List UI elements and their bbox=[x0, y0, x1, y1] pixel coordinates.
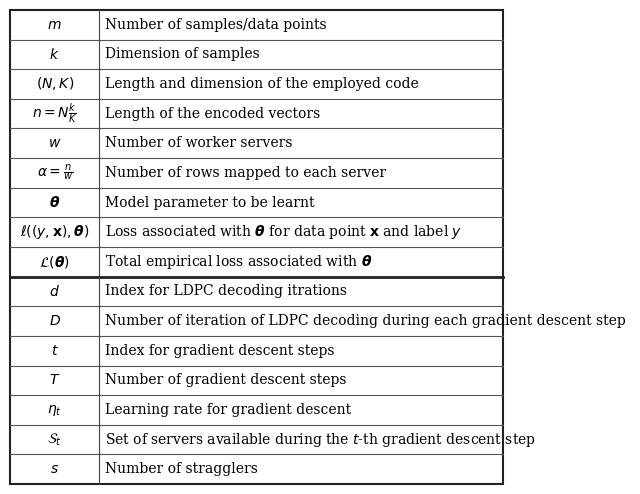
Text: Loss associated with $\boldsymbol{\theta}$ for data point $\mathbf{x}$ and label: Loss associated with $\boldsymbol{\theta… bbox=[105, 223, 463, 241]
Text: Index for gradient descent steps: Index for gradient descent steps bbox=[105, 344, 335, 358]
Text: $\alpha = \frac{n}{w}$: $\alpha = \frac{n}{w}$ bbox=[36, 163, 73, 183]
Text: Dimension of samples: Dimension of samples bbox=[105, 47, 260, 61]
Text: $T$: $T$ bbox=[49, 373, 60, 387]
Text: Total empirical loss associated with $\boldsymbol{\theta}$: Total empirical loss associated with $\b… bbox=[105, 253, 372, 271]
Text: Model parameter to be learnt: Model parameter to be learnt bbox=[105, 196, 315, 209]
Text: $k$: $k$ bbox=[49, 47, 60, 62]
Text: $d$: $d$ bbox=[49, 284, 60, 299]
Text: $\boldsymbol{\theta}$: $\boldsymbol{\theta}$ bbox=[49, 195, 60, 210]
Text: Index for LDPC decoding itrations: Index for LDPC decoding itrations bbox=[105, 285, 347, 298]
Text: $w$: $w$ bbox=[48, 136, 61, 150]
Text: $\eta_t$: $\eta_t$ bbox=[47, 403, 62, 417]
Text: Number of iteration of LDPC decoding during each gradient descent step: Number of iteration of LDPC decoding dur… bbox=[105, 314, 626, 328]
Text: Learning rate for gradient descent: Learning rate for gradient descent bbox=[105, 403, 351, 417]
Text: Number of rows mapped to each server: Number of rows mapped to each server bbox=[105, 166, 387, 180]
Text: $\mathcal{L}(\boldsymbol{\theta})$: $\mathcal{L}(\boldsymbol{\theta})$ bbox=[39, 254, 70, 270]
Text: $m$: $m$ bbox=[47, 18, 62, 32]
Text: Number of worker servers: Number of worker servers bbox=[105, 136, 292, 150]
Text: Number of gradient descent steps: Number of gradient descent steps bbox=[105, 373, 347, 387]
Text: $D$: $D$ bbox=[49, 314, 61, 328]
Text: $\mathcal{S}_t$: $\mathcal{S}_t$ bbox=[47, 431, 62, 448]
Text: Number of stragglers: Number of stragglers bbox=[105, 462, 258, 476]
Text: $n = N\frac{k}{K}$: $n = N\frac{k}{K}$ bbox=[32, 102, 77, 125]
Text: $s$: $s$ bbox=[50, 462, 59, 476]
Text: Length and dimension of the employed code: Length and dimension of the employed cod… bbox=[105, 77, 419, 91]
Text: Length of the encoded vectors: Length of the encoded vectors bbox=[105, 107, 321, 121]
Text: $(N, K)$: $(N, K)$ bbox=[36, 76, 74, 92]
Text: $t$: $t$ bbox=[51, 344, 59, 358]
Text: $\ell((y, \mathbf{x}), \boldsymbol{\theta})$: $\ell((y, \mathbf{x}), \boldsymbol{\thet… bbox=[20, 223, 90, 241]
Text: Set of servers available during the $t$-th gradient descent step: Set of servers available during the $t$-… bbox=[105, 431, 536, 449]
Text: Number of samples/data points: Number of samples/data points bbox=[105, 18, 327, 32]
